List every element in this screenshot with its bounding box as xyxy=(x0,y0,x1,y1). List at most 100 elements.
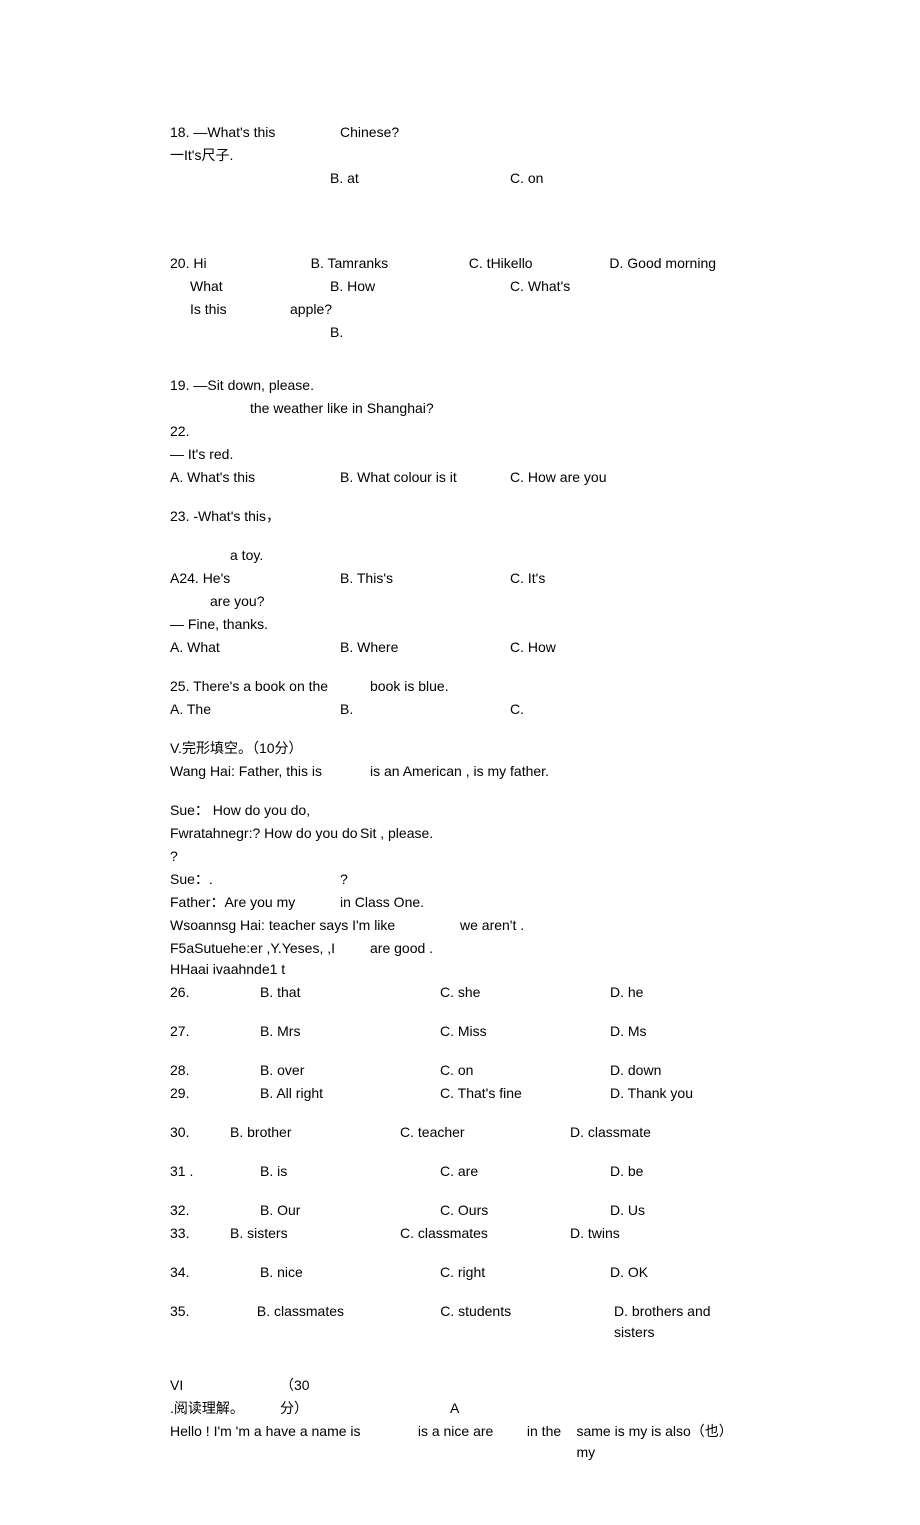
opt-d: D. be xyxy=(610,1161,643,1182)
q23-c: C. It's xyxy=(510,568,545,589)
cloze-l5: Sue：. ? xyxy=(170,869,750,890)
opt-n: 31 . xyxy=(170,1161,260,1182)
opt-b: B. Mrs xyxy=(260,1021,440,1042)
opt-d: D. he xyxy=(610,982,643,1003)
reading-a: Hello ! I'm 'm a have a name is xyxy=(170,1421,418,1463)
q24-a: A. What xyxy=(170,637,340,658)
q24-line1: are you? xyxy=(170,591,750,612)
q18-opt-c: C. on xyxy=(510,168,543,189)
opt-b: B. Our xyxy=(260,1200,440,1221)
opt-c: C. she xyxy=(440,982,610,1003)
q20-row3b: B. xyxy=(170,322,750,343)
vi-a: VI xyxy=(170,1375,280,1396)
q18-opt-b: B. at xyxy=(330,168,510,189)
q23-a: A24. He's xyxy=(170,568,340,589)
q22-c: C. How are you xyxy=(510,467,606,488)
q25-tail: book is blue. xyxy=(370,676,449,697)
q24-c: C. How xyxy=(510,637,556,658)
opt-c: C. classmates xyxy=(400,1223,570,1244)
opt-row-28: 28. B. over C. on D. down xyxy=(170,1060,750,1081)
cloze-l6b: in Class One. xyxy=(340,892,424,913)
cloze-l2: Sue： How do you do, xyxy=(170,800,750,821)
vi-d: 分） xyxy=(280,1398,450,1419)
reading-c: in the xyxy=(527,1421,577,1463)
section-v-title: V.完形填空。（10分） xyxy=(170,738,750,759)
opt-c: C. students xyxy=(440,1301,614,1343)
q20r2-c: C. What's xyxy=(510,276,570,297)
opt-d: D. Ms xyxy=(610,1021,647,1042)
q18-line1: 18. —What's this Chinese? xyxy=(170,122,750,143)
q22-num: 22. xyxy=(170,421,750,442)
cloze-l7: Wsoannsg Hai: teacher says I'm like we a… xyxy=(170,915,750,936)
opt-d: D. twins xyxy=(570,1223,620,1244)
opt-b: B. sisters xyxy=(230,1223,400,1244)
q25-text: 25. There's a book on the xyxy=(170,676,370,697)
reading-line: Hello ! I'm 'm a have a name is is a nic… xyxy=(170,1421,750,1463)
q20-c: C. tHikello xyxy=(469,253,610,274)
cloze-l3b: Sit , please. xyxy=(360,823,433,844)
q20-row3: Is this apple? xyxy=(170,299,750,320)
q20-d: D. Good morning xyxy=(609,253,750,274)
opt-n: 35. xyxy=(170,1301,257,1343)
vi-e: A xyxy=(450,1398,459,1419)
q20r2-a: What xyxy=(190,276,330,297)
opt-b: B. brother xyxy=(230,1122,400,1143)
opt-c: C. Ours xyxy=(440,1200,610,1221)
opt-row-34: 34. B. nice C. right D. OK xyxy=(170,1262,750,1283)
opt-n: 33. xyxy=(170,1223,230,1244)
q20r3-tail: apple? xyxy=(290,299,332,320)
q18-prompt: 18. —What's this xyxy=(170,122,340,143)
opt-c: C. teacher xyxy=(400,1122,570,1143)
worksheet-page: 18. —What's this Chinese? 一It's尺子. B. at… xyxy=(0,0,920,1525)
opt-n: 28. xyxy=(170,1060,260,1081)
opt-n: 32. xyxy=(170,1200,260,1221)
opt-n: 30. xyxy=(170,1122,230,1143)
cloze-l5b: ? xyxy=(340,869,348,890)
opt-c: C. That's fine xyxy=(440,1083,610,1104)
reading-d: same is my is also（也）my xyxy=(576,1421,750,1463)
q25-b: B. xyxy=(340,699,510,720)
q22-a: A. What's this xyxy=(170,467,340,488)
cloze-l6: Father：Are you my in Class One. xyxy=(170,892,750,913)
q20-row1: 20. Hi B. Tamranks C. tHikello D. Good m… xyxy=(170,253,750,274)
section-vi-row2: .阅读理解。 分） A xyxy=(170,1398,750,1419)
q22-b: B. What colour is it xyxy=(340,467,510,488)
q23-options: A24. He's B. This's C. It's xyxy=(170,568,750,589)
opt-n: 29. xyxy=(170,1083,260,1104)
section-vi-row1: VI （30 xyxy=(170,1375,750,1396)
q23-line2: a toy. xyxy=(170,545,750,566)
weather-line: the weather like in Shanghai? xyxy=(170,398,750,419)
q24-line2: — Fine, thanks. xyxy=(170,614,750,635)
cloze-l7b: we aren't . xyxy=(460,915,524,936)
opt-row-33: 33. B. sisters C. classmates D. twins xyxy=(170,1223,750,1244)
q20r2-b: B. How xyxy=(330,276,510,297)
opt-row-35: 35. B. classmates C. students D. brother… xyxy=(170,1301,750,1343)
cloze-l6a: Father：Are you my xyxy=(170,892,340,913)
q22-options: A. What's this B. What colour is it C. H… xyxy=(170,467,750,488)
cloze-l5a: Sue：. xyxy=(170,869,340,890)
vi-b: （30 xyxy=(280,1375,310,1396)
spacer xyxy=(170,168,330,189)
q25-c: C. xyxy=(510,699,524,720)
q23-b: B. This's xyxy=(340,568,510,589)
q18-options: B. at C. on xyxy=(170,168,750,189)
q25-a: A. The xyxy=(170,699,340,720)
opt-b: B. nice xyxy=(260,1262,440,1283)
opt-row-32: 32. B. Our C. Ours D. Us xyxy=(170,1200,750,1221)
opt-c: C. right xyxy=(440,1262,610,1283)
q24-b: B. Where xyxy=(340,637,510,658)
q20-a: 20. Hi xyxy=(170,253,311,274)
cloze-l8a: F5aSutuehe:er ,Y.Yeses, ,I HHaai ivaahnd… xyxy=(170,938,370,980)
q23-line1: 23. -What's this， xyxy=(170,506,750,527)
opt-row-29: 29. B. All right C. That's fine D. Thank… xyxy=(170,1083,750,1104)
q24-options: A. What B. Where C. How xyxy=(170,637,750,658)
cloze-l7a: Wsoannsg Hai: teacher says I'm like xyxy=(170,915,460,936)
opt-c: C. Miss xyxy=(440,1021,610,1042)
opt-b: B. All right xyxy=(260,1083,440,1104)
q20r3-b: B. xyxy=(330,322,343,343)
opt-c: C. are xyxy=(440,1161,610,1182)
q20-row2: What B. How C. What's xyxy=(170,276,750,297)
opt-b: B. over xyxy=(260,1060,440,1081)
opt-row-26: 26. B. that C. she D. he xyxy=(170,982,750,1003)
opt-row-27: 27. B. Mrs C. Miss D. Ms xyxy=(170,1021,750,1042)
